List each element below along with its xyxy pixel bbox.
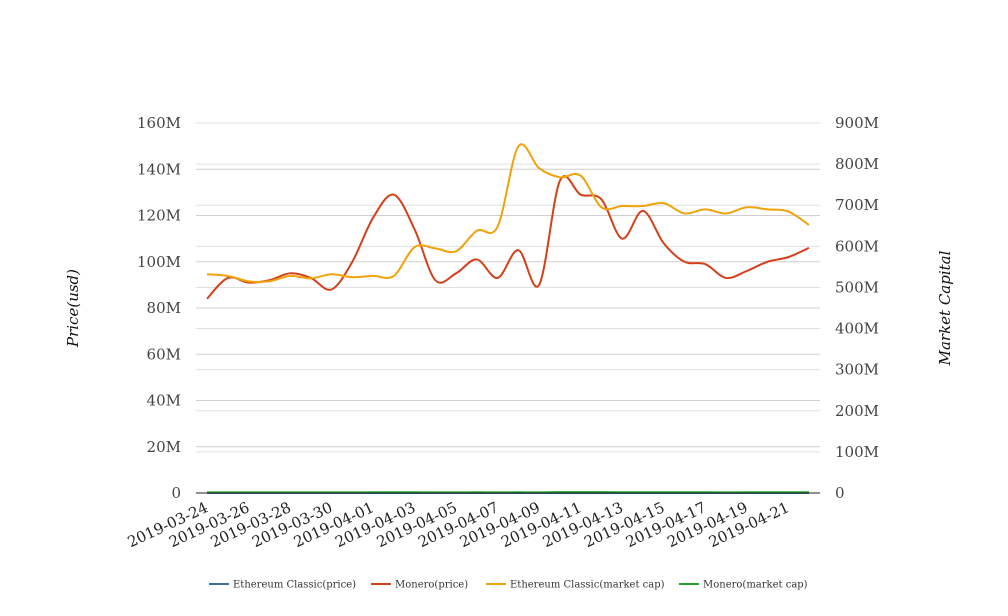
- y-tick-label: 20M: [147, 438, 181, 456]
- right-y-ticks: 0 100M 200M 300M 400M 500M 600M 700M 800M 900M: [835, 114, 879, 502]
- y2-tick-label: 500M: [835, 278, 879, 296]
- y-tick-label: 40M: [147, 392, 181, 410]
- left-y-ticks: 0 20M 40M 60M 80M 100M 120M 140M 160M: [137, 114, 181, 502]
- right-axis-title: Market Capital: [936, 250, 954, 366]
- series-line-ethereum-classic-market-cap: [206, 143, 810, 283]
- left-axis-title: Price(usd): [64, 269, 82, 348]
- x-ticks: 2019-03-242019-03-262019-03-282019-03-30…: [125, 498, 792, 551]
- grid-lines: [196, 122, 820, 453]
- legend: Ethereum Classic(price) Monero(price) Ethe…: [209, 580, 808, 591]
- y2-tick-label: 900M: [835, 114, 879, 132]
- y2-tick-label: 0: [835, 484, 845, 502]
- legend-label: Monero(market cap): [703, 580, 808, 591]
- y2-tick-label: 100M: [835, 443, 879, 461]
- series-lines: [206, 143, 810, 495]
- series-line-monero-price: [206, 175, 810, 300]
- y2-tick-label: 200M: [835, 402, 879, 420]
- y2-tick-label: 700M: [835, 196, 879, 214]
- y-tick-label: 160M: [137, 114, 181, 132]
- y2-tick-label: 600M: [835, 237, 879, 255]
- y2-tick-label: 400M: [835, 320, 879, 338]
- y-tick-label: 140M: [137, 160, 181, 178]
- legend-label: Ethereum Classic(price): [233, 580, 356, 591]
- legend-label: Ethereum Classic(market cap): [510, 580, 665, 591]
- y-tick-label: 60M: [147, 345, 181, 363]
- y-tick-label: 80M: [147, 299, 181, 317]
- y-tick-label: 100M: [137, 253, 181, 271]
- y-tick-label: 0: [171, 484, 181, 502]
- y2-tick-label: 800M: [835, 155, 879, 173]
- y2-tick-label: 300M: [835, 361, 879, 379]
- y-tick-label: 120M: [137, 207, 181, 225]
- legend-label: Monero(price): [395, 580, 468, 591]
